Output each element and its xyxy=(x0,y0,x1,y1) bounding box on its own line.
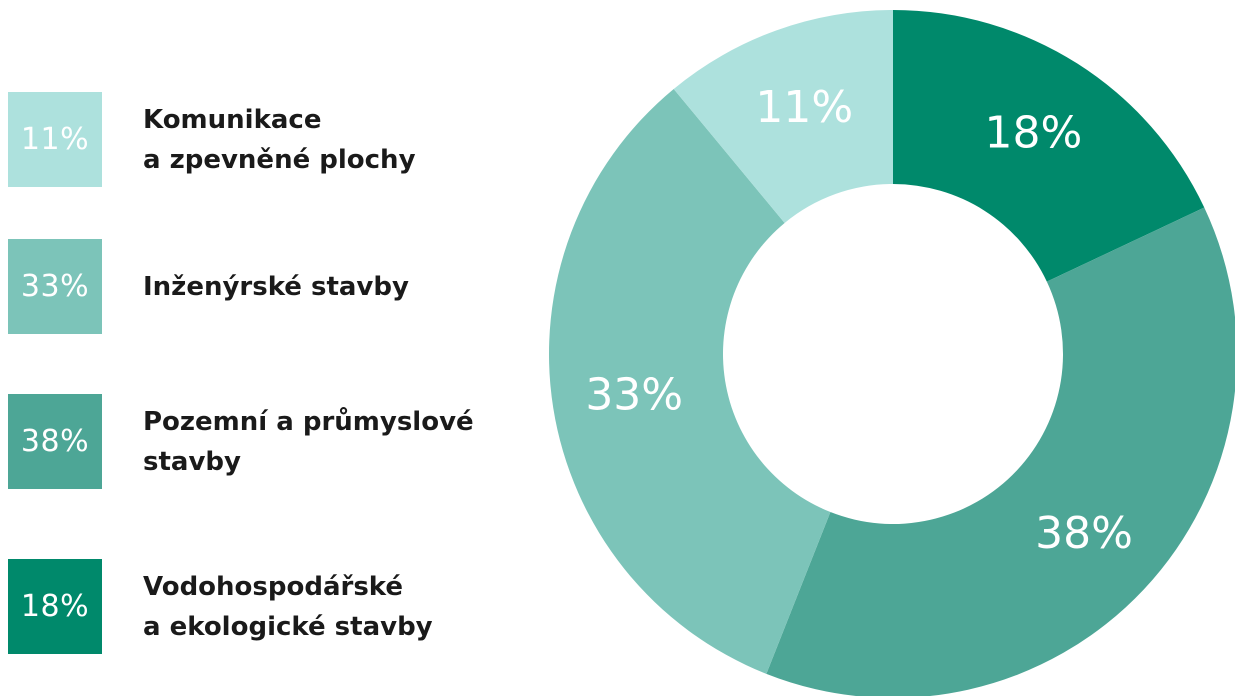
legend-item-inzenyrske: 33% Inženýrské stavby xyxy=(8,239,568,334)
legend-label-line: Inženýrské stavby xyxy=(143,271,409,302)
legend-item-vodohospodarske: 18% Vodohospodářské a ekologické stavby xyxy=(8,559,568,654)
legend-item-komunikace: 11% Komunikace a zpevněné plochy xyxy=(8,92,568,187)
legend-label-line: a zpevněné plochy xyxy=(143,144,416,175)
slice-label: 38% xyxy=(1035,508,1133,559)
legend-label-line: Komunikace xyxy=(143,104,322,135)
legend-label-line: a ekologické stavby xyxy=(143,611,433,642)
legend: 11% Komunikace a zpevněné plochy 33% Inž… xyxy=(8,0,568,696)
slice-label: 33% xyxy=(585,369,683,420)
donut-chart: 18% 38% 33% 11% xyxy=(549,10,1235,696)
legend-swatch: 33% xyxy=(8,239,102,334)
legend-item-pozemni: 38% Pozemní a průmyslové stavby xyxy=(8,394,568,489)
legend-label: Pozemní a průmyslové stavby xyxy=(143,394,563,489)
donut-slice xyxy=(893,10,1205,282)
legend-label: Vodohospodářské a ekologické stavby xyxy=(143,559,563,654)
legend-label-line: Pozemní a průmyslové xyxy=(143,406,474,437)
slice-label: 11% xyxy=(755,82,853,133)
legend-swatch: 38% xyxy=(8,394,102,489)
donut-slice xyxy=(549,88,831,674)
slice-label: 18% xyxy=(984,107,1082,158)
legend-swatch: 11% xyxy=(8,92,102,187)
legend-label-line: stavby xyxy=(143,446,241,477)
legend-label: Komunikace a zpevněné plochy xyxy=(143,92,563,187)
donut-slice xyxy=(673,10,893,224)
legend-label-line: Vodohospodářské xyxy=(143,571,404,602)
legend-swatch: 18% xyxy=(8,559,102,654)
legend-label: Inženýrské stavby xyxy=(143,239,563,334)
donut-slice xyxy=(766,207,1235,696)
